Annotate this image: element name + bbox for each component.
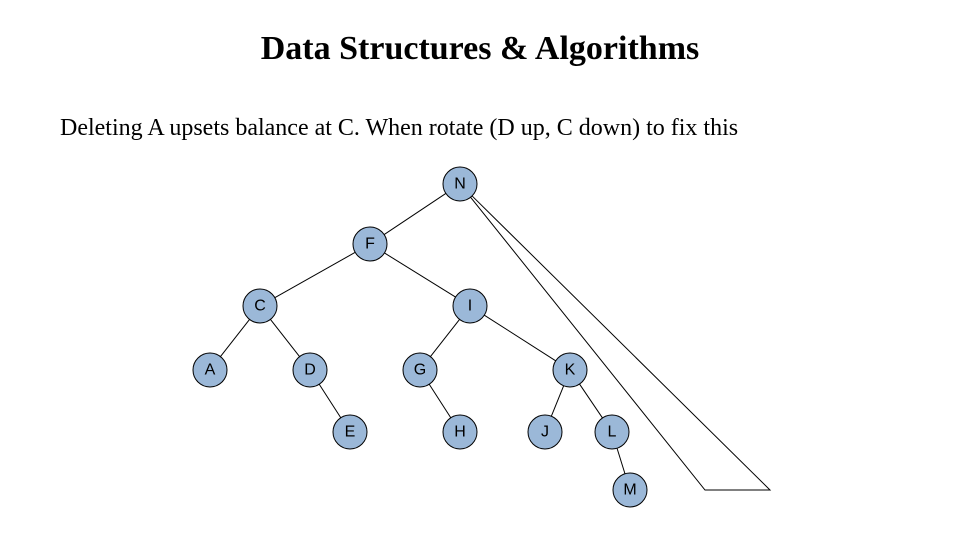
node-label-D: D — [304, 362, 316, 379]
edge-F-I — [384, 253, 455, 297]
node-label-A: A — [205, 362, 216, 379]
node-label-L: L — [608, 424, 617, 441]
edge-C-A — [220, 319, 249, 356]
edge-K-J — [551, 386, 563, 416]
node-label-N: N — [454, 176, 466, 193]
node-label-G: G — [414, 362, 426, 379]
edge-C-D — [270, 319, 299, 356]
node-label-I: I — [468, 298, 472, 315]
edge-N-F — [384, 193, 446, 234]
node-label-E: E — [345, 424, 356, 441]
node-label-C: C — [254, 298, 266, 315]
node-label-M: M — [623, 482, 636, 499]
node-label-J: J — [541, 424, 549, 441]
edge-L-M — [617, 448, 625, 474]
node-label-F: F — [365, 236, 375, 253]
edge-I-G — [430, 319, 459, 356]
edge-I-K — [484, 315, 555, 361]
edge-D-E — [319, 384, 341, 417]
node-label-H: H — [454, 424, 466, 441]
edge-F-C — [275, 252, 355, 297]
tree-diagram: N F C I A D G K E H J L M — [0, 0, 960, 540]
edge-G-H — [429, 384, 451, 417]
edge-K-L — [580, 384, 603, 418]
node-label-K: K — [565, 362, 576, 379]
